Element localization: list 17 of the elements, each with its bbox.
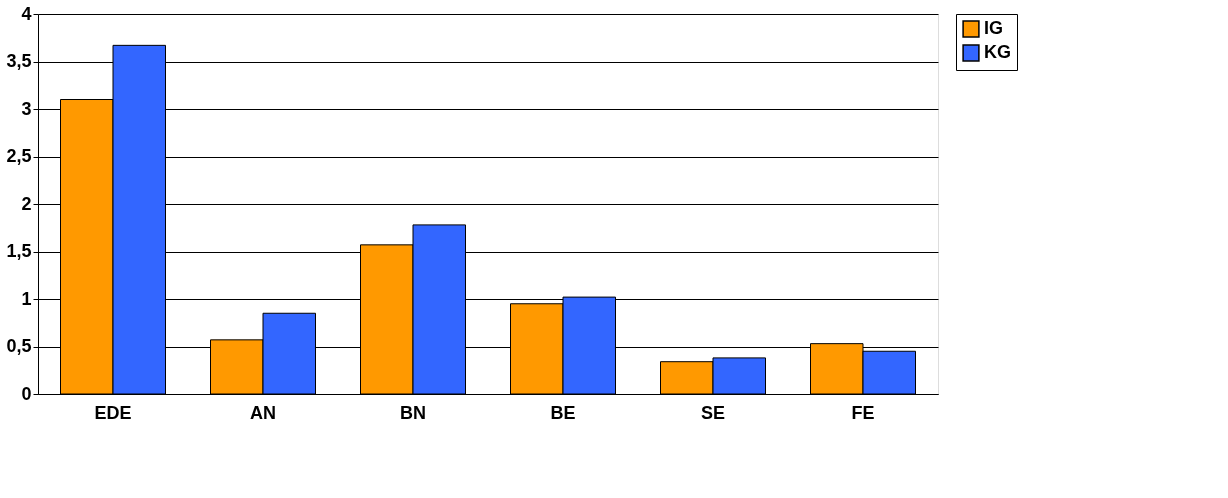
y-tick-label: 0,5 <box>6 336 32 356</box>
y-tick-label: 1 <box>21 288 32 309</box>
legend-label: KG <box>984 42 1011 62</box>
y-tick-label: 4 <box>21 3 32 24</box>
x-tick-label: BN <box>400 402 426 423</box>
x-tick-label: AN <box>250 402 276 423</box>
y-tick-label: 3 <box>21 98 32 119</box>
y-tick-label: 0 <box>21 383 32 404</box>
x-tick-label: EDE <box>94 402 132 423</box>
legend-label: IG <box>984 18 1004 38</box>
x-tick-label: FE <box>851 402 875 423</box>
y-tick-label: 2,5 <box>6 146 32 166</box>
y-tick-label: 1,5 <box>6 241 32 261</box>
y-tick-label: 3,5 <box>6 51 32 71</box>
x-tick-label: BE <box>550 402 576 423</box>
y-tick-label: 2 <box>21 193 32 214</box>
x-tick-label: SE <box>700 402 726 423</box>
